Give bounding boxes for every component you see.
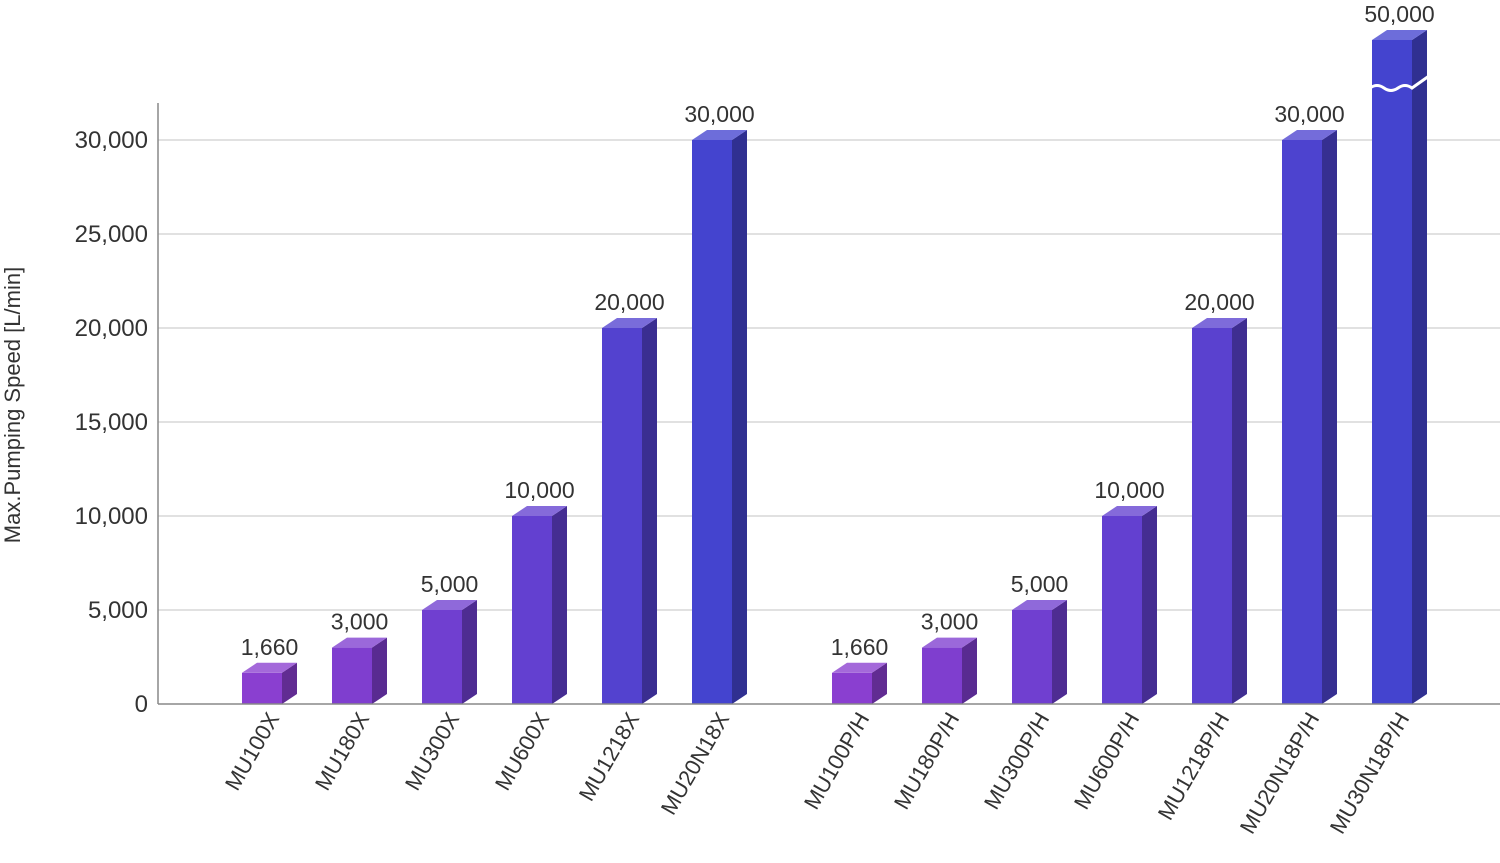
value-label: 1,660	[831, 634, 889, 660]
bar-mu30n18p-h	[1369, 30, 1430, 704]
bar-top	[1192, 318, 1247, 328]
value-label: 5,000	[421, 571, 479, 597]
value-label: 5,000	[1011, 571, 1069, 597]
bar-top	[832, 662, 887, 673]
bar-mu1218x	[602, 318, 657, 704]
bar-top	[1012, 600, 1067, 610]
category-label: MU300P/H	[979, 708, 1054, 814]
bar-front	[922, 647, 962, 704]
value-label: 3,000	[331, 609, 389, 635]
category-label: MU600P/H	[1069, 708, 1144, 814]
bar-top	[922, 637, 977, 648]
bar-side	[962, 637, 977, 704]
value-label: 3,000	[921, 609, 979, 635]
bar-top	[1102, 506, 1157, 516]
y-tick-label: 10,000	[75, 503, 148, 530]
bar-mu100x	[242, 662, 297, 704]
bar-top	[332, 637, 387, 648]
bar-mu300p-h	[1012, 600, 1067, 704]
bar-front	[1102, 516, 1142, 704]
category-label: MU1218X	[574, 708, 645, 806]
y-tick-label: 5,000	[88, 597, 148, 624]
y-axis-ticks: 0 5,000 10,000 15,000 20,000 25,000 30,000	[75, 127, 148, 718]
category-label: MU180X	[310, 708, 375, 795]
bar-side	[372, 637, 387, 704]
bar-top	[512, 506, 567, 516]
y-tick-label: 15,000	[75, 409, 148, 436]
value-labels: 1,660 3,000 5,000 10,000 20,000 30,000 1,660 3,…	[241, 1, 1435, 660]
bar-side	[1412, 30, 1427, 704]
bar-front	[1372, 40, 1412, 704]
y-tick-label: 20,000	[75, 315, 148, 342]
category-label: MU100X	[220, 708, 285, 795]
value-label: 20,000	[1184, 289, 1254, 315]
bar-front	[1282, 140, 1322, 704]
bar-front	[332, 647, 372, 704]
bar-mu100p-h	[832, 662, 887, 704]
y-axis-title: Max.Pumping Speed [L/min]	[0, 267, 25, 543]
bar-mu300x	[422, 600, 477, 704]
bar-top	[692, 130, 747, 140]
category-label: MU20N18P/H	[1235, 708, 1325, 838]
category-label: MU180P/H	[889, 708, 964, 814]
value-label: 50,000	[1364, 1, 1434, 27]
y-tick-label: 0	[135, 691, 148, 718]
bar-top	[1282, 130, 1337, 140]
bar-side	[1142, 506, 1157, 704]
value-label: 10,000	[1094, 477, 1164, 503]
bar-top	[602, 318, 657, 328]
value-label: 20,000	[594, 289, 664, 315]
value-label: 1,660	[241, 634, 299, 660]
bar-top	[422, 600, 477, 610]
bar-mu180p-h	[922, 637, 977, 704]
bar-mu1218p-h	[1192, 318, 1247, 704]
bar-mu600x	[512, 506, 567, 704]
bar-side	[552, 506, 567, 704]
bar-top	[242, 662, 297, 673]
bar-front	[1012, 610, 1052, 704]
bar-top	[1372, 30, 1427, 40]
y-tick-label: 25,000	[75, 221, 148, 248]
bar-side	[1322, 130, 1337, 704]
category-label: MU600X	[490, 708, 555, 795]
bars	[242, 30, 1430, 704]
value-label: 10,000	[504, 477, 574, 503]
bar-front	[242, 672, 282, 704]
axis-break-mark	[1369, 74, 1430, 92]
bar-front	[832, 672, 872, 704]
value-label: 30,000	[684, 101, 754, 127]
category-label: MU1218P/H	[1153, 708, 1235, 824]
bar-mu600p-h	[1102, 506, 1157, 704]
grid-lines	[158, 139, 1500, 611]
bar-front	[692, 140, 732, 704]
bar-front	[602, 328, 642, 704]
category-label: MU300X	[400, 708, 465, 795]
bar-mu20n18x	[692, 130, 747, 704]
bar-mu20n18p-h	[1282, 130, 1337, 704]
bar-front	[512, 516, 552, 704]
bar-side	[1052, 600, 1067, 704]
value-label: 30,000	[1274, 101, 1344, 127]
bar-side	[1232, 318, 1247, 704]
bar-side	[732, 130, 747, 704]
category-label: MU20N18X	[656, 708, 735, 819]
bar-mu180x	[332, 637, 387, 704]
category-labels: MU100X MU180X MU300X MU600X MU1218X MU20N18X M…	[220, 708, 1414, 838]
category-label: MU100P/H	[799, 708, 874, 814]
bar-front	[1192, 328, 1232, 704]
bar-side	[872, 662, 887, 704]
bar-front	[422, 610, 462, 704]
category-label: MU30N18P/H	[1325, 708, 1415, 838]
y-tick-label: 30,000	[75, 127, 148, 154]
bar-side	[462, 600, 477, 704]
bar-side	[282, 662, 297, 704]
bar-side	[642, 318, 657, 704]
